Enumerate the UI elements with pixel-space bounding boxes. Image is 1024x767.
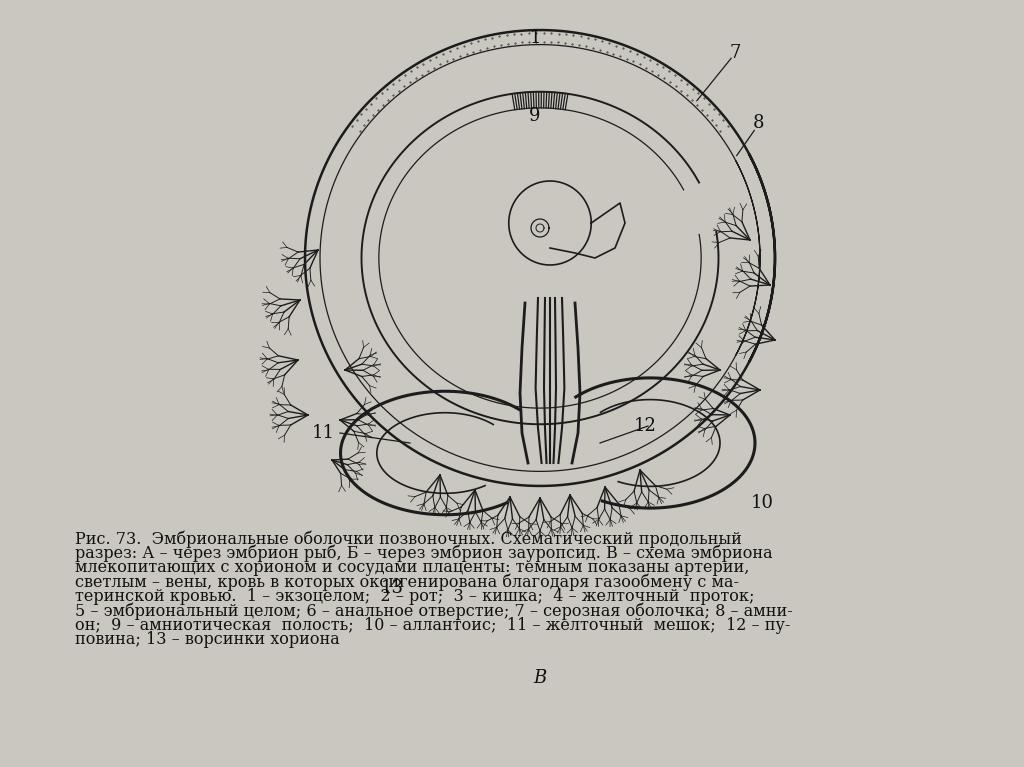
Text: теринской кровью.  1 – экзоцелом;  2 – рот;  3 – кишка;  4 – желточный  проток;: теринской кровью. 1 – экзоцелом; 2 – рот… (75, 588, 755, 605)
Text: светлым – вены, кровь в которых оксигенирована благодаря газообмену с ма-: светлым – вены, кровь в которых оксигени… (75, 574, 739, 591)
Text: 10: 10 (751, 494, 773, 512)
Text: он;  9 – амниотическая  полость;  10 – аллантоис;  11 – желточный  мешок;  12 – : он; 9 – амниотическая полость; 10 – алла… (75, 617, 791, 634)
Text: 13: 13 (381, 579, 403, 597)
Text: разрез: А – через эмбрион рыб, Б – через эмбрион зауропсид. В – схема эмбриона: разрез: А – через эмбрион рыб, Б – через… (75, 545, 773, 562)
Text: Рис. 73.  Эмбриональные оболочки позвоночных. Схематический продольный: Рис. 73. Эмбриональные оболочки позвоноч… (75, 530, 741, 548)
Text: повина; 13 – ворсинки хориона: повина; 13 – ворсинки хориона (75, 631, 340, 649)
Text: В: В (534, 669, 547, 687)
Text: 1: 1 (529, 29, 541, 47)
Text: 12: 12 (634, 417, 656, 435)
Text: 8: 8 (753, 114, 764, 132)
Text: млекопитающих с хорионом и сосудами плаценты: темным показаны артерии,: млекопитающих с хорионом и сосудами плац… (75, 559, 750, 576)
Text: 7: 7 (729, 44, 740, 62)
Text: 11: 11 (312, 424, 335, 442)
Text: 5 – эмбриональный целом; 6 – анальное отверстие; 7 – серозная оболочка; 8 – амни: 5 – эмбриональный целом; 6 – анальное от… (75, 603, 793, 620)
Text: 9: 9 (529, 107, 541, 125)
